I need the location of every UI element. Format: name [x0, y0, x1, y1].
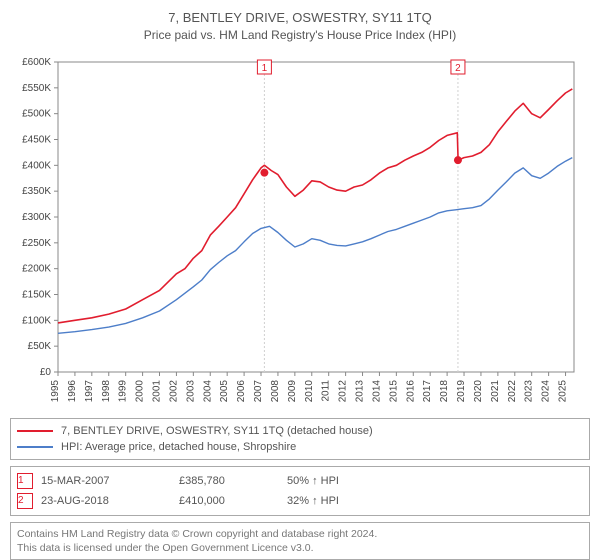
sale-date: 23-AUG-2018 [41, 495, 171, 507]
legend-box: 7, BENTLEY DRIVE, OSWESTRY, SY11 1TQ (de… [10, 418, 590, 460]
svg-text:1996: 1996 [67, 380, 78, 403]
footnote-line1: Contains HM Land Registry data © Crown c… [17, 527, 583, 541]
sales-box: 1 15-MAR-2007 £385,780 50% ↑ HPI 2 23-AUG-201… [10, 466, 590, 516]
sale-row: 1 15-MAR-2007 £385,780 50% ↑ HPI [17, 471, 583, 491]
svg-text:2025: 2025 [558, 380, 569, 403]
svg-text:£400K: £400K [22, 160, 51, 171]
legend-swatch [17, 446, 53, 448]
svg-text:2015: 2015 [388, 380, 399, 403]
svg-text:£550K: £550K [22, 83, 51, 94]
svg-text:2006: 2006 [236, 380, 247, 403]
sale-delta: 50% ↑ HPI [287, 475, 407, 487]
footnote-box: Contains HM Land Registry data © Crown c… [10, 522, 590, 560]
svg-text:£250K: £250K [22, 238, 51, 249]
legend-item: HPI: Average price, detached house, Shro… [17, 439, 583, 455]
svg-text:2009: 2009 [287, 380, 298, 403]
svg-text:2005: 2005 [219, 380, 230, 403]
svg-text:2010: 2010 [304, 380, 315, 403]
svg-text:1: 1 [262, 63, 268, 74]
svg-text:£300K: £300K [22, 212, 51, 223]
legend-swatch [17, 430, 53, 432]
svg-text:1995: 1995 [50, 380, 61, 403]
svg-text:2021: 2021 [490, 380, 501, 403]
svg-text:£450K: £450K [22, 135, 51, 146]
legend-label: 7, BENTLEY DRIVE, OSWESTRY, SY11 1TQ (de… [61, 425, 373, 437]
svg-text:2: 2 [455, 63, 461, 74]
svg-text:£150K: £150K [22, 290, 51, 301]
svg-text:2016: 2016 [405, 380, 416, 403]
svg-text:2013: 2013 [355, 380, 366, 403]
svg-text:2014: 2014 [371, 380, 382, 403]
svg-text:2004: 2004 [202, 380, 213, 403]
svg-text:£200K: £200K [22, 264, 51, 275]
svg-text:2007: 2007 [253, 380, 264, 403]
sale-price: £385,780 [179, 475, 279, 487]
footnote-line2: This data is licensed under the Open Gov… [17, 541, 583, 555]
svg-text:2024: 2024 [541, 380, 552, 403]
legend-label: HPI: Average price, detached house, Shro… [61, 441, 296, 453]
svg-text:2022: 2022 [507, 380, 518, 403]
svg-text:2020: 2020 [473, 380, 484, 403]
sale-delta: 32% ↑ HPI [287, 495, 407, 507]
price-chart-svg: £0 £50K £100K £150K £200K £250K £300K £350K £400… [10, 52, 590, 412]
svg-text:£0: £0 [40, 367, 52, 378]
page-title: 7, BENTLEY DRIVE, OSWESTRY, SY11 1TQ [10, 8, 590, 27]
price-chart: £0 £50K £100K £150K £200K £250K £300K £350K £400… [10, 52, 590, 412]
svg-text:2019: 2019 [456, 380, 467, 403]
sale-price: £410,000 [179, 495, 279, 507]
svg-text:2003: 2003 [185, 380, 196, 403]
svg-text:2001: 2001 [152, 380, 163, 403]
svg-text:2011: 2011 [321, 380, 332, 402]
svg-text:£350K: £350K [22, 186, 51, 197]
svg-text:£50K: £50K [28, 341, 52, 352]
svg-text:2000: 2000 [135, 380, 146, 403]
svg-text:1999: 1999 [118, 380, 129, 403]
legend-item: 7, BENTLEY DRIVE, OSWESTRY, SY11 1TQ (de… [17, 423, 583, 439]
svg-text:2023: 2023 [524, 380, 535, 403]
svg-text:£500K: £500K [22, 109, 51, 120]
sale-marker: 1 [17, 473, 33, 489]
svg-text:£100K: £100K [22, 315, 51, 326]
page-subtitle: Price paid vs. HM Land Registry's House … [10, 27, 590, 48]
svg-text:2002: 2002 [168, 380, 179, 403]
svg-text:2008: 2008 [270, 380, 281, 403]
svg-text:1997: 1997 [84, 380, 95, 403]
sale-marker: 2 [17, 493, 33, 509]
svg-text:2018: 2018 [439, 380, 450, 403]
svg-text:2017: 2017 [422, 380, 433, 403]
svg-text:1998: 1998 [101, 380, 112, 403]
svg-text:£600K: £600K [22, 57, 51, 68]
sale-date: 15-MAR-2007 [41, 475, 171, 487]
svg-text:2012: 2012 [338, 380, 349, 403]
sale-row: 2 23-AUG-2018 £410,000 32% ↑ HPI [17, 491, 583, 511]
